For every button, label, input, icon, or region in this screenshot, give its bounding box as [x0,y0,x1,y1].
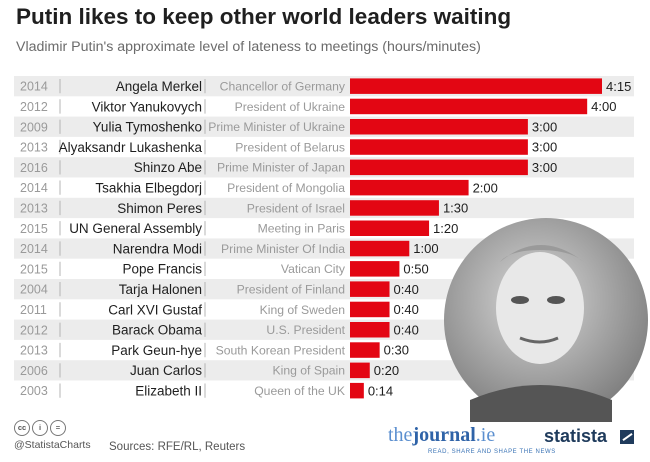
data-label: 0:14 [368,383,393,398]
row-role: President of Mongolia [227,181,345,195]
data-label: 2:00 [473,180,498,195]
bar [350,342,380,358]
data-label: 3:00 [532,140,557,155]
chart-title: Putin likes to keep other world leaders … [16,4,512,29]
row-role: King of Spain [272,364,345,378]
row-name: Yulia Tymoshenko [93,120,202,135]
row-role: King of Sweden [260,303,345,317]
row-year: 2009 [20,120,48,134]
bar [350,261,400,277]
row-year: 2015 [20,262,48,276]
row-role: Prime Minister Of India [221,242,345,256]
row-year: 2014 [20,181,48,195]
row-name: Barack Obama [112,323,203,338]
data-label: 0:20 [374,363,399,378]
row-role: President of Finland [237,282,345,296]
row-role: Queen of the UK [254,384,345,398]
creative-commons-icon: cc [14,420,30,436]
row-name: Park Geun-hye [111,343,202,358]
row-year: 2012 [20,100,48,114]
bar [350,200,439,216]
thejournal-logo: thejournal.ie READ, SHARE AND SHAPE THE … [388,424,556,455]
footer-credits: cc i = @StatistaCharts Sources: RFE/RL, … [14,420,264,460]
row-year: 2013 [20,141,48,155]
data-label: 0:30 [384,343,409,358]
bar [350,362,370,379]
data-label: 3:00 [532,119,557,134]
statista-mark-icon [620,430,634,444]
row-year: 2004 [20,283,48,297]
row-name: Juan Carlos [130,363,202,378]
row-name: Alyaksandr Lukashenka [59,140,203,155]
sources-note: Sources: RFE/RL, Reuters [109,441,246,453]
row-stripe [14,197,634,219]
row-role: President of Israel [247,201,345,215]
data-label: 3:00 [532,160,557,175]
bar [350,382,364,399]
row-year: 2012 [20,323,48,337]
data-label: 4:00 [591,99,616,114]
row-role: Prime Minister of Japan [217,161,345,175]
row-name: Elizabeth II [135,383,202,398]
bar [350,139,528,155]
attribution-icon: i [32,420,48,436]
bar [350,179,469,196]
row-role: Vatican City [281,262,346,276]
row-role: Prime Minister of Ukraine [208,120,345,134]
row-year: 2016 [20,161,48,175]
row-year: 2011 [20,303,47,317]
row-name: Carl XVI Gustaf [108,302,202,317]
row-year: 2014 [20,80,48,94]
row-name: Narendra Modi [113,241,202,256]
row-name: Tarja Halonen [119,282,202,297]
data-label: 0:40 [394,322,419,337]
row-year: 2015 [20,222,48,236]
bar [350,78,602,94]
row-role: President of Belarus [235,140,345,154]
data-label: 1:20 [433,221,458,236]
row-year: 2014 [20,242,48,256]
statista-logo: statista [544,426,644,450]
row-name: Shimon Peres [117,201,202,216]
putin-portrait [444,218,648,422]
no-derivatives-icon: = [50,420,66,436]
row-year: 2006 [20,364,48,378]
data-label: 0:50 [403,261,428,276]
thejournal-tagline: READ, SHARE AND SHAPE THE NEWS [428,449,556,455]
row-role: South Korean President [216,343,346,357]
bar [350,119,528,135]
row-name: Shinzo Abe [134,160,202,175]
bar [350,281,390,297]
bar [350,220,430,236]
bar [350,98,588,115]
bar [350,240,410,257]
row-year: 2013 [20,344,48,358]
bar [350,301,390,318]
row-name: Pope Francis [122,262,202,277]
chart-subtitle: Vladimir Putin's approximate level of la… [16,39,481,55]
row-name: UN General Assembly [69,221,202,236]
statista-handle: @StatistaCharts [14,439,91,451]
row-name: Viktor Yanukovych [92,99,202,114]
row-role: U.S. President [266,323,345,337]
data-label: 0:40 [394,302,419,317]
data-label: 0:40 [394,282,419,297]
row-role: President of Ukraine [235,100,346,114]
row-role: Meeting in Paris [258,222,345,236]
data-label: 1:00 [413,241,438,256]
bar [350,322,390,338]
row-year: 2003 [20,384,48,398]
row-year: 2013 [20,201,48,215]
row-role: Chancellor of Germany [220,79,346,93]
data-label: 1:30 [443,201,468,216]
row-name: Tsakhia Elbegdorj [95,180,202,195]
bar [350,159,528,176]
row-name: Angela Merkel [116,79,202,94]
data-label: 4:15 [606,79,631,94]
